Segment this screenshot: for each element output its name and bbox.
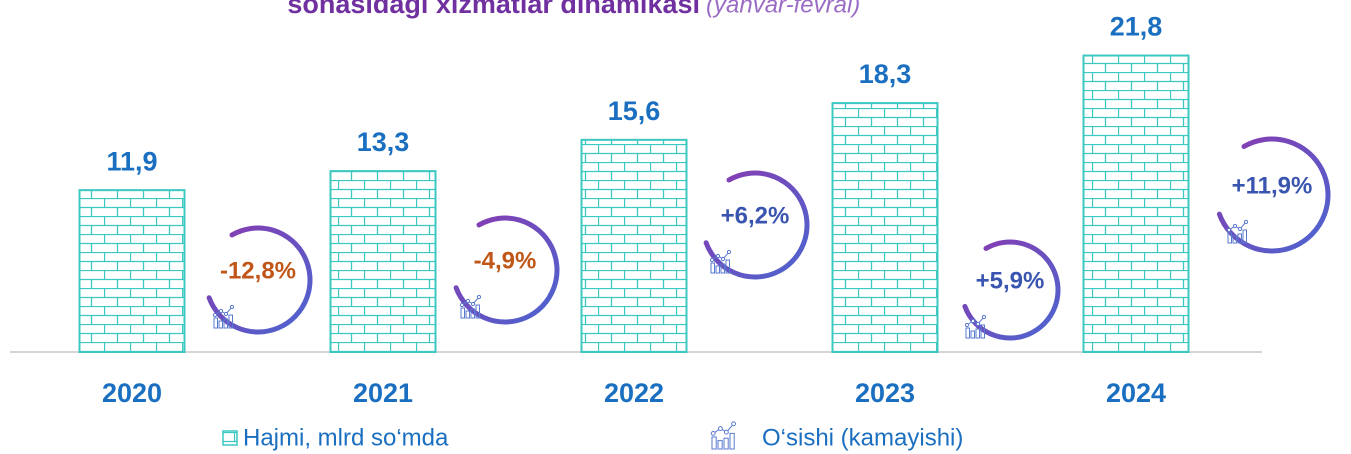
- icon-bar: [475, 304, 480, 319]
- icon-bar: [213, 317, 218, 329]
- icon-dot: [229, 304, 235, 310]
- value-label: 13,3: [357, 127, 410, 157]
- icon-dot: [717, 426, 723, 432]
- icon-bar: [1242, 229, 1247, 244]
- value-label: 15,6: [608, 96, 661, 126]
- icon-bar: [465, 310, 470, 319]
- growth-ring: +6,2%: [703, 170, 810, 280]
- growth-label: +5,9%: [976, 267, 1045, 294]
- x-tick-label: 2021: [353, 378, 413, 408]
- icon-bar: [965, 327, 970, 339]
- growth-ring: +11,9%: [1216, 136, 1331, 254]
- icon-line: [214, 306, 233, 316]
- growth-arc: [703, 170, 810, 280]
- icon-bar: [223, 318, 228, 329]
- icon-dot: [981, 314, 987, 320]
- icon-dot: [964, 322, 970, 328]
- icon-dot: [715, 253, 721, 259]
- icon-line: [712, 423, 734, 434]
- icon-bar: [720, 263, 725, 274]
- icon-dot: [723, 429, 729, 435]
- icon-dot: [1237, 226, 1243, 232]
- icon-bar: [470, 308, 475, 319]
- value-label: 21,8: [1110, 12, 1163, 42]
- icon-bar: [717, 440, 723, 450]
- chart-subtitle: (yanvar-fevral): [706, 0, 860, 18]
- x-tick-label: 2023: [855, 378, 915, 408]
- icon-bar: [970, 330, 975, 339]
- icon-dot: [476, 294, 482, 300]
- legend-label: Hajmi, mlrd so‘mda: [243, 424, 449, 451]
- icon-bar: [1232, 235, 1237, 244]
- icon-dot: [709, 257, 715, 263]
- bar: [78, 189, 186, 353]
- growth-label: +6,2%: [721, 202, 790, 229]
- icon-bar: [218, 320, 223, 329]
- icon-bar: [460, 307, 465, 319]
- growth-arc: [206, 225, 313, 335]
- icon-dot: [218, 308, 224, 314]
- icon-bar: [710, 262, 715, 274]
- x-tick-label: 2020: [102, 378, 162, 408]
- bar: [329, 170, 437, 353]
- icon-bar: [980, 324, 985, 339]
- legend-label: O‘sishi (kamayishi): [762, 424, 963, 451]
- icon-dot: [1226, 227, 1232, 233]
- x-tick-label: 2024: [1106, 378, 1166, 408]
- icon-dot: [212, 312, 218, 318]
- growth-ring: -12,8%: [206, 225, 313, 335]
- icon-dot: [731, 421, 737, 427]
- growth-arc: [1216, 136, 1331, 254]
- icon-dot: [1243, 219, 1249, 225]
- icon-dot: [710, 430, 716, 436]
- icon-bar: [1227, 232, 1232, 244]
- icon-line: [461, 296, 480, 306]
- bar: [580, 138, 688, 353]
- icon-bar: [729, 432, 735, 450]
- value-label: 11,9: [106, 146, 157, 176]
- icon-bar: [725, 259, 730, 274]
- value-label: 18,3: [859, 59, 912, 89]
- growth-ring: +5,9%: [962, 239, 1061, 341]
- x-tick-label: 2022: [604, 378, 664, 408]
- icon-dot: [1232, 223, 1238, 229]
- growth-arc: [453, 215, 560, 325]
- legend-swatch: [222, 430, 238, 446]
- icon-bar: [715, 265, 720, 274]
- icon-bar: [723, 437, 729, 450]
- icon-dot: [975, 321, 981, 327]
- growth-label: -12,8%: [220, 257, 296, 284]
- icon-line: [711, 251, 730, 261]
- icon-dot: [470, 301, 476, 307]
- icon-line: [1228, 221, 1247, 231]
- icon-dot: [726, 249, 732, 255]
- chart-title: sohasidagi xizmatlar dinamikasi: [287, 0, 700, 19]
- icon-dot: [970, 318, 976, 324]
- icon-bar: [975, 328, 980, 339]
- icon-bar: [1237, 233, 1242, 244]
- icon-bar: [228, 314, 233, 329]
- icon-dot: [465, 298, 471, 304]
- bar: [1082, 54, 1190, 354]
- icon-line: [966, 316, 985, 326]
- growth-label: -4,9%: [474, 247, 537, 274]
- icon-dot: [459, 302, 465, 308]
- growth-ring: -4,9%: [453, 215, 560, 325]
- icon-bar: [711, 436, 717, 450]
- bar: [831, 102, 939, 354]
- growth-label: +11,9%: [1232, 172, 1313, 199]
- icon-dot: [223, 311, 229, 317]
- icon-dot: [720, 256, 726, 262]
- growth-arc: [962, 239, 1061, 341]
